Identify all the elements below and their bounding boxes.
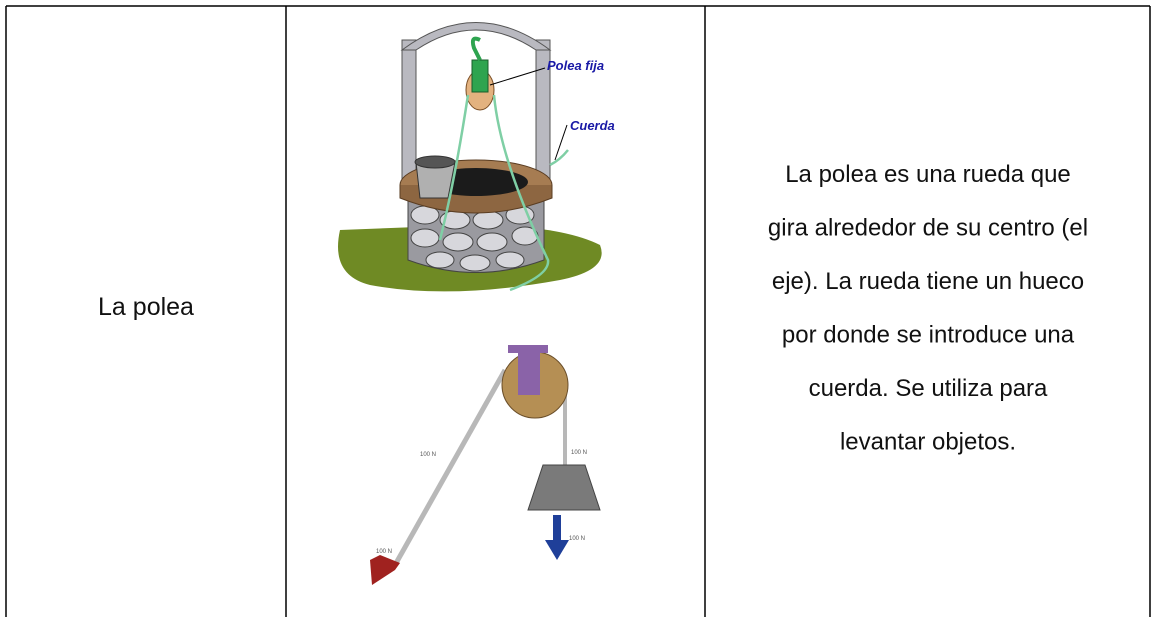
figure-label: Polea fija bbox=[547, 58, 604, 73]
row-label: La polea bbox=[98, 293, 194, 321]
figure-label: 100 N bbox=[569, 536, 585, 542]
description-line: La polea es una rueda que bbox=[785, 161, 1071, 188]
well-illustration: Polea fija Cuerda bbox=[338, 22, 615, 292]
table-grid bbox=[5, 5, 1151, 617]
description-line: eje). La rueda tiene un hueco bbox=[772, 268, 1084, 295]
figure-label: Cuerda bbox=[570, 118, 615, 133]
figure-label: 100 N bbox=[571, 450, 587, 456]
description-line: cuerda. Se utiliza para bbox=[809, 375, 1048, 402]
description-line: por donde se introduce una bbox=[782, 322, 1075, 349]
description-line: gira alrededor de su centro (el bbox=[768, 215, 1088, 242]
description: La polea es una rueda que gira alrededor … bbox=[768, 161, 1088, 456]
figure-label: 100 N bbox=[376, 549, 392, 555]
figure-label: 100 N bbox=[420, 452, 436, 458]
pulley-illustration: 100 N 100 N 100 N 100 N bbox=[370, 345, 601, 585]
description-line: levantar objetos. bbox=[840, 429, 1016, 456]
